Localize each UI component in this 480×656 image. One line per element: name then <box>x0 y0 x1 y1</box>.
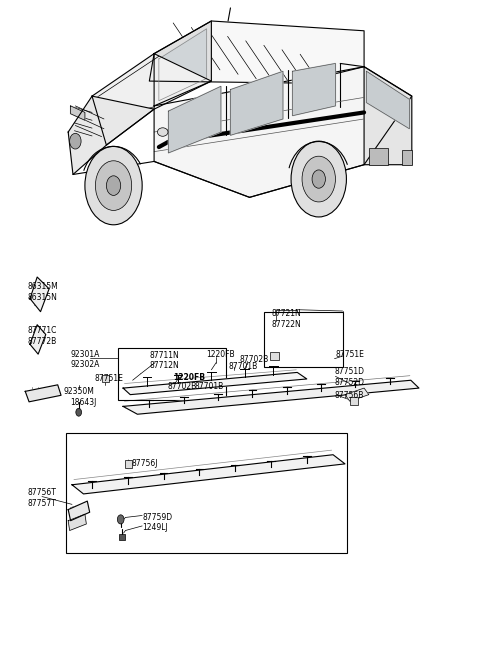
Text: 92301A
92302A: 92301A 92302A <box>71 350 100 369</box>
Circle shape <box>312 170 325 188</box>
Polygon shape <box>154 21 211 106</box>
Circle shape <box>302 156 336 202</box>
Polygon shape <box>30 325 46 354</box>
Circle shape <box>70 133 81 149</box>
Bar <box>264 312 343 367</box>
Bar <box>119 535 125 540</box>
Polygon shape <box>292 64 336 115</box>
Text: 87702B: 87702B <box>240 355 269 364</box>
Bar <box>66 432 348 554</box>
Text: 86315M
86315N: 86315M 86315N <box>28 282 59 302</box>
Circle shape <box>117 515 124 524</box>
Bar <box>102 375 109 382</box>
Polygon shape <box>154 67 412 197</box>
Bar <box>350 398 359 405</box>
Polygon shape <box>123 373 307 395</box>
Polygon shape <box>71 106 85 120</box>
Polygon shape <box>25 385 61 402</box>
Text: 87759D: 87759D <box>142 513 172 522</box>
Polygon shape <box>366 72 409 129</box>
Circle shape <box>76 408 82 416</box>
Polygon shape <box>123 380 419 414</box>
Circle shape <box>96 161 132 211</box>
Polygon shape <box>168 87 221 153</box>
Text: 87756B: 87756B <box>335 391 364 400</box>
Polygon shape <box>68 96 154 174</box>
Text: 1249LJ: 1249LJ <box>142 523 168 533</box>
Polygon shape <box>68 501 90 521</box>
Text: 87702B: 87702B <box>168 382 197 390</box>
Polygon shape <box>230 72 283 135</box>
Text: 87756T
87757T: 87756T 87757T <box>28 488 57 508</box>
Text: 1220FB: 1220FB <box>206 350 235 359</box>
Bar <box>118 348 226 400</box>
Polygon shape <box>30 277 49 312</box>
Bar <box>369 148 388 165</box>
Circle shape <box>85 146 142 225</box>
Bar <box>402 150 412 165</box>
Text: 87721N
87722N: 87721N 87722N <box>271 309 301 329</box>
Ellipse shape <box>157 128 168 136</box>
Text: 87771C
87772B: 87771C 87772B <box>28 326 57 346</box>
Text: 1220FB: 1220FB <box>173 373 205 382</box>
Polygon shape <box>364 67 412 165</box>
Text: 87701B: 87701B <box>195 382 224 390</box>
Text: 87756J: 87756J <box>131 459 158 468</box>
Text: 87751D
87752D: 87751D 87752D <box>335 367 364 386</box>
Text: 18643J: 18643J <box>71 398 97 407</box>
Text: 92350M: 92350M <box>63 387 94 396</box>
Polygon shape <box>159 29 206 100</box>
Polygon shape <box>149 21 364 83</box>
Text: 87751E: 87751E <box>336 350 364 359</box>
Circle shape <box>291 141 347 217</box>
Polygon shape <box>345 388 369 401</box>
Bar <box>270 352 279 360</box>
Text: 87751E: 87751E <box>95 375 123 384</box>
Polygon shape <box>68 514 86 531</box>
Polygon shape <box>72 455 345 494</box>
Circle shape <box>107 176 120 195</box>
Text: 87701B: 87701B <box>228 362 257 371</box>
Text: 87711N
87712N: 87711N 87712N <box>149 351 179 371</box>
Bar <box>124 460 132 468</box>
Polygon shape <box>92 54 211 145</box>
